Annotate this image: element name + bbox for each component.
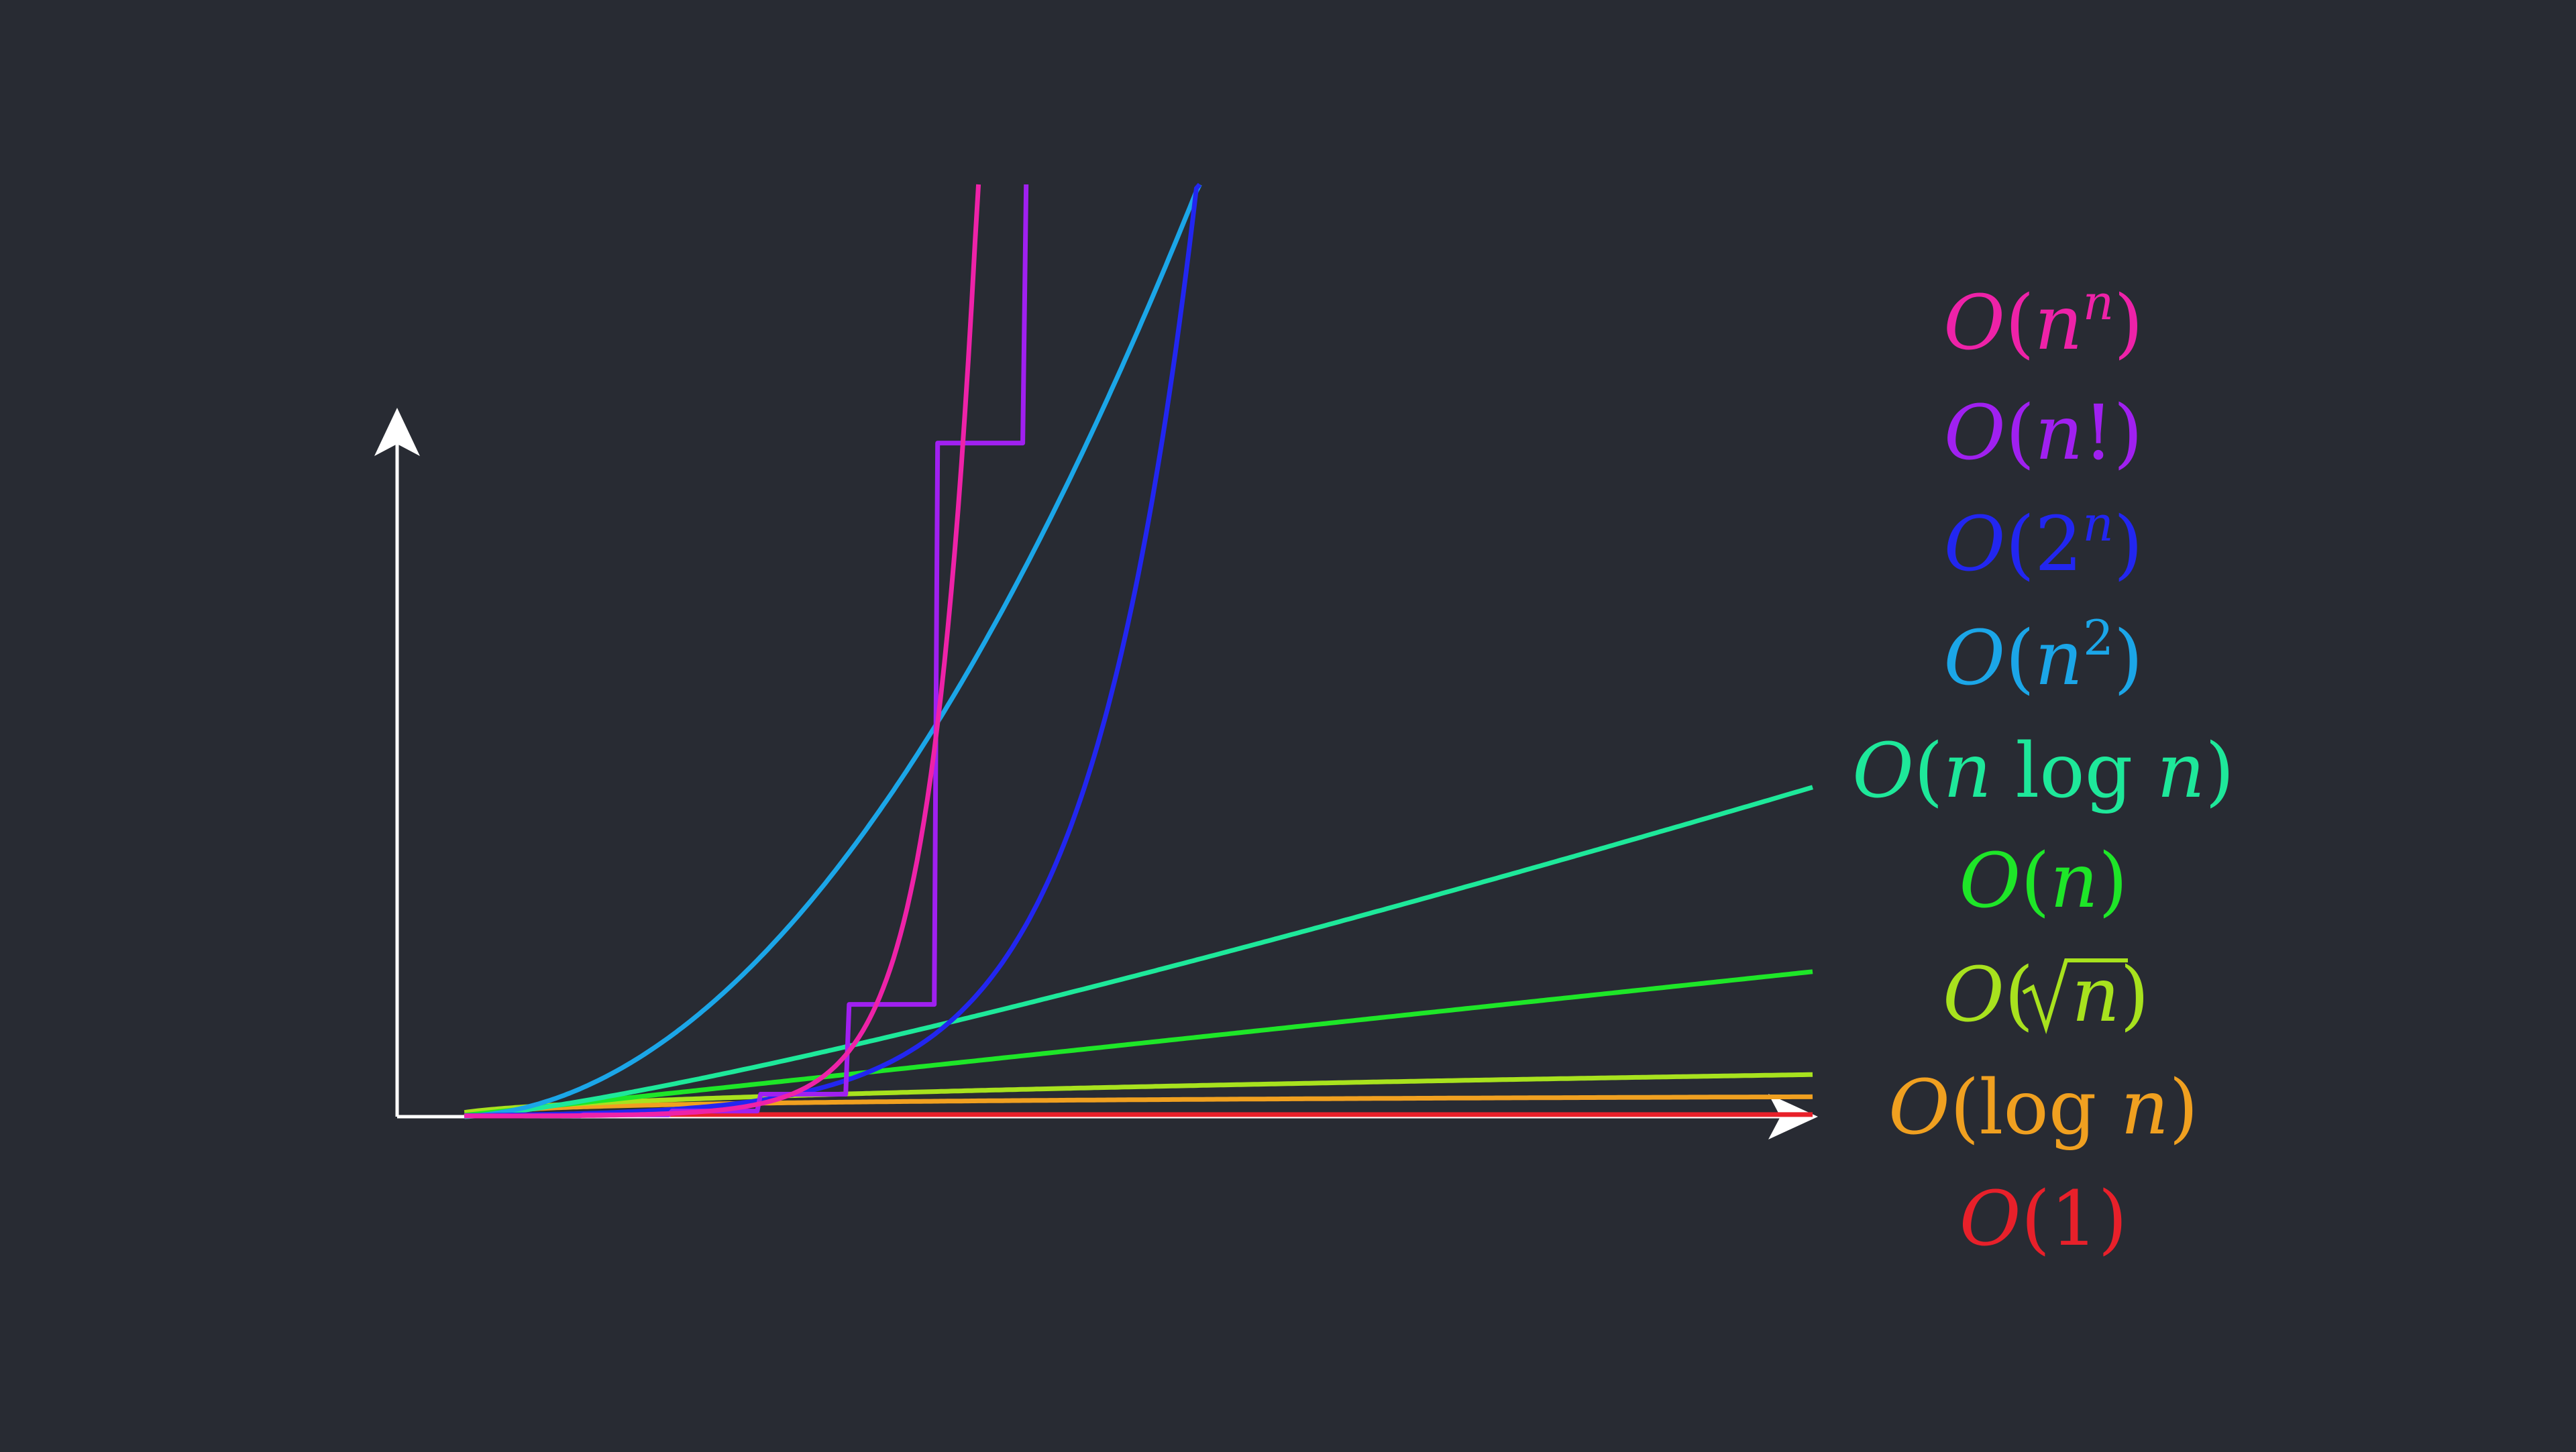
curve-n <box>464 969 1813 1118</box>
curves <box>464 182 1813 1119</box>
legend: O(nn) O(n!) O(2n) O(n2) O(n log n) O(n) … <box>1852 274 2235 1263</box>
label-o-n-squared: O(n2) <box>1943 610 2143 702</box>
svg-text:n): n) <box>2072 952 2149 1039</box>
curve-n-n <box>464 184 981 1119</box>
axes <box>374 408 1818 1139</box>
label-o-2-n: O(2n) <box>1944 496 2143 588</box>
y-axis-arrow <box>374 408 420 456</box>
curve-2-n <box>464 182 1202 1118</box>
curve-log-n <box>464 1094 1813 1119</box>
label-o-1: O(1) <box>1960 1176 2127 1263</box>
label-o-log-n: O(log n) <box>1888 1064 2198 1152</box>
svg-text:O(: O( <box>1943 952 2034 1039</box>
curve-n-2 <box>464 183 1202 1119</box>
label-o-sqrt-n: O( n) <box>1943 952 2149 1039</box>
label-o-n-factorial: O(n!) <box>1944 390 2143 477</box>
curve-n- <box>464 184 1029 1119</box>
label-o-n-log-n: O(n log n) <box>1852 728 2235 815</box>
label-o-n: O(n) <box>1959 838 2127 925</box>
curve-n-log-n <box>464 785 1813 1119</box>
curve-sqrt-n <box>464 1072 1813 1115</box>
label-o-n-n: O(nn) <box>1943 274 2143 367</box>
